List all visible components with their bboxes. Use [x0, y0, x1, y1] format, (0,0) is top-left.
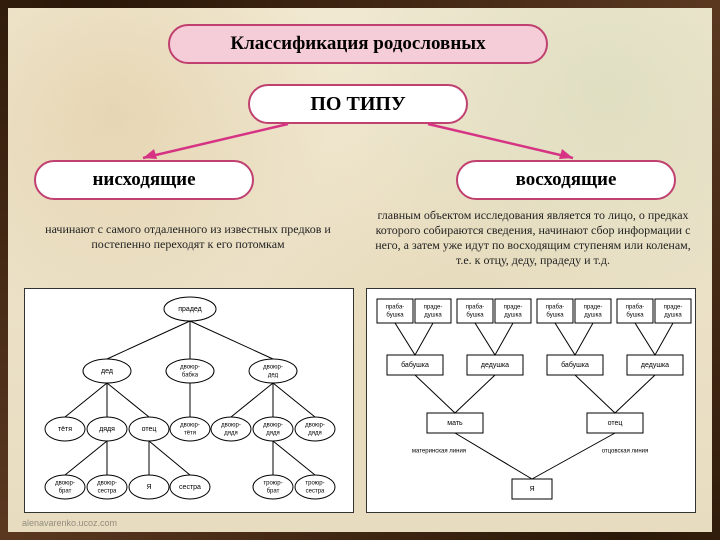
svg-text:праде-: праде- — [664, 305, 683, 311]
svg-text:праде-: праде- — [424, 305, 443, 311]
svg-text:троюр-: троюр- — [263, 481, 282, 487]
svg-text:праба-: праба- — [546, 305, 565, 311]
descending-tree-svg: прадед дед двоюр-бабка двоюр-дед тётя дя… — [25, 289, 355, 514]
svg-text:душка: душка — [504, 313, 522, 319]
svg-text:двоюр-: двоюр- — [263, 423, 283, 429]
svg-text:Я: Я — [146, 484, 151, 491]
svg-text:двоюр-: двоюр- — [221, 423, 241, 429]
ascending-tree-svg: праба-бушка праде-душка праба-бушка прад… — [367, 289, 697, 514]
svg-text:двоюр-: двоюр- — [180, 423, 200, 429]
svg-text:брат: брат — [59, 489, 72, 495]
svg-text:мать: мать — [447, 420, 463, 427]
svg-text:сестра: сестра — [179, 484, 201, 491]
descending-desc: начинают с самого отдаленного из известн… — [28, 222, 348, 252]
svg-text:дедушка: дедушка — [641, 362, 669, 369]
svg-text:двоюр-: двоюр- — [97, 481, 117, 487]
svg-text:бушка: бушка — [546, 313, 564, 319]
ascending-tree-diagram: праба-бушка праде-душка праба-бушка прад… — [366, 288, 696, 513]
ascending-desc: главным объектом исследования является т… — [368, 208, 698, 268]
maternal-line-label: материнская линия — [412, 449, 466, 455]
svg-text:отец: отец — [608, 420, 623, 427]
svg-text:двоюр-: двоюр- — [180, 365, 200, 371]
svg-text:сестра: сестра — [98, 489, 117, 495]
svg-text:Я: Я — [529, 486, 534, 493]
svg-text:троюр-: троюр- — [305, 481, 324, 487]
svg-text:двоюр-: двоюр- — [55, 481, 75, 487]
svg-text:двоюр-: двоюр- — [305, 423, 325, 429]
svg-text:дядя: дядя — [266, 431, 280, 437]
svg-text:душка: душка — [664, 313, 682, 319]
svg-text:праде-: праде- — [504, 305, 523, 311]
svg-text:праба-: праба- — [386, 305, 405, 311]
svg-text:тётя: тётя — [58, 426, 72, 433]
svg-text:бушка: бушка — [386, 313, 404, 319]
svg-text:отец: отец — [142, 426, 157, 433]
top-row: праба-бушка праде-душка праба-бушка прад… — [377, 299, 691, 323]
svg-text:тётя: тётя — [184, 431, 196, 437]
svg-text:прадед: прадед — [178, 306, 202, 313]
svg-text:дед: дед — [268, 373, 279, 379]
svg-text:дядя: дядя — [99, 426, 115, 433]
svg-text:бабушка: бабушка — [401, 361, 429, 369]
descending-pill: нисходящие — [34, 160, 254, 200]
content-area: Классификация родословных ПО ТИПУ нисход… — [8, 8, 712, 532]
svg-text:праде-: праде- — [584, 305, 603, 311]
ascending-pill: восходящие — [456, 160, 676, 200]
footer-watermark: alenavarenko.ucoz.com — [22, 518, 117, 528]
svg-text:дядя: дядя — [308, 431, 322, 437]
svg-text:сестра: сестра — [306, 489, 325, 495]
svg-text:двоюр-: двоюр- — [263, 365, 283, 371]
svg-text:праба-: праба- — [626, 305, 645, 311]
svg-text:бабка: бабка — [182, 373, 199, 379]
svg-text:душка: душка — [584, 313, 602, 319]
svg-text:дядя: дядя — [224, 431, 238, 437]
svg-text:бушка: бушка — [466, 313, 484, 319]
svg-text:душка: душка — [424, 313, 442, 319]
svg-text:дед: дед — [101, 368, 113, 375]
svg-text:праба-: праба- — [466, 305, 485, 311]
svg-text:бушка: бушка — [626, 313, 644, 319]
descending-label: нисходящие — [92, 169, 195, 191]
svg-text:брат: брат — [267, 489, 280, 495]
descending-tree-diagram: прадед дед двоюр-бабка двоюр-дед тётя дя… — [24, 288, 354, 513]
svg-text:бабушка: бабушка — [561, 361, 589, 369]
svg-text:дедушка: дедушка — [481, 362, 509, 369]
ascending-label: восходящие — [516, 169, 617, 191]
paternal-line-label: отцовская линия — [602, 449, 649, 455]
